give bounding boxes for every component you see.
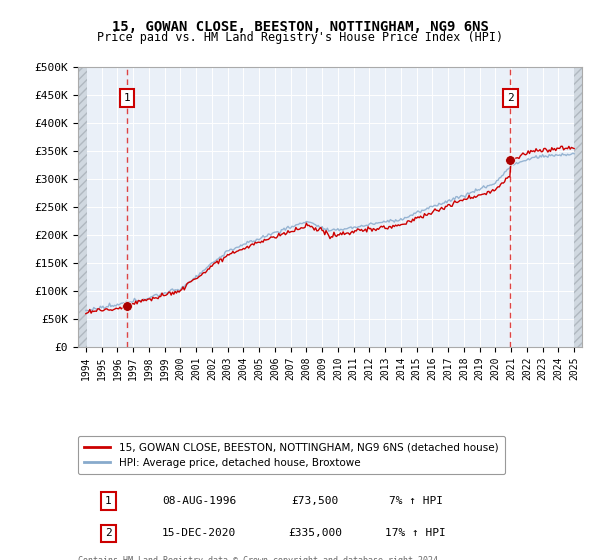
Text: 15-DEC-2020: 15-DEC-2020 [162, 529, 236, 538]
Text: 17% ↑ HPI: 17% ↑ HPI [385, 529, 446, 538]
Text: 08-AUG-1996: 08-AUG-1996 [162, 496, 236, 506]
Bar [78, 67, 88, 347]
Text: 15, GOWAN CLOSE, BEESTON, NOTTINGHAM, NG9 6NS: 15, GOWAN CLOSE, BEESTON, NOTTINGHAM, NG… [112, 20, 488, 34]
Text: £335,000: £335,000 [288, 529, 342, 538]
Text: 2: 2 [507, 93, 514, 103]
Text: 1: 1 [105, 496, 112, 506]
Text: £73,500: £73,500 [291, 496, 338, 506]
Legend: 15, GOWAN CLOSE, BEESTON, NOTTINGHAM, NG9 6NS (detached house), HPI: Average pri: 15, GOWAN CLOSE, BEESTON, NOTTINGHAM, NG… [78, 436, 505, 474]
Text: 2: 2 [105, 529, 112, 538]
Bar [574, 67, 582, 347]
Text: Price paid vs. HM Land Registry's House Price Index (HPI): Price paid vs. HM Land Registry's House … [97, 31, 503, 44]
Text: 7% ↑ HPI: 7% ↑ HPI [389, 496, 443, 506]
Text: Contains HM Land Registry data © Crown copyright and database right 2024.
This d: Contains HM Land Registry data © Crown c… [78, 556, 443, 560]
Text: 1: 1 [124, 93, 130, 103]
